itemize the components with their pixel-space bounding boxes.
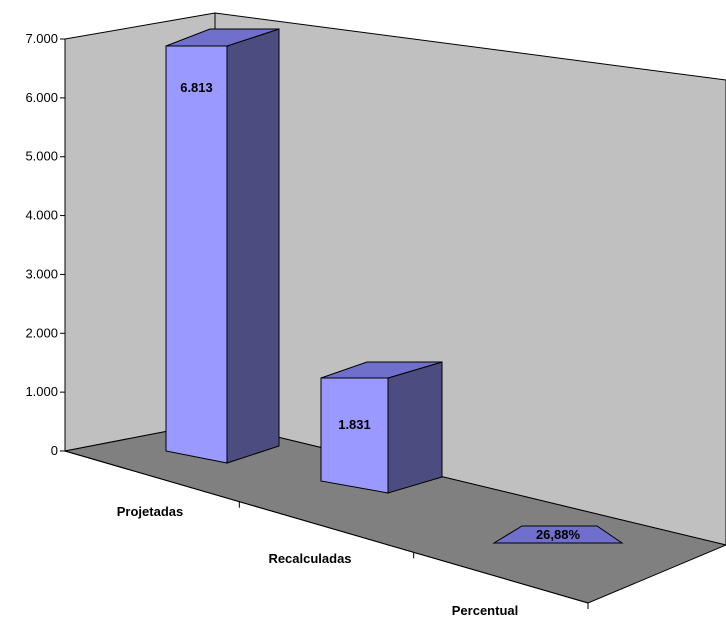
data-label: 6.813 — [180, 80, 213, 95]
y-tick-label: 0 — [51, 443, 58, 458]
y-tick-label: 7.000 — [25, 31, 58, 46]
bar-front — [165, 45, 228, 464]
x-axis-line — [64, 450, 589, 604]
y-tick-label: 1.000 — [25, 384, 58, 399]
bar-top — [320, 361, 443, 379]
x-axis — [64, 450, 589, 609]
bars: 6.813 1.831 26,88% — [165, 28, 624, 544]
category-label: Projetadas — [117, 504, 183, 519]
bar-percentual: 26,88% — [492, 525, 624, 544]
data-label: 26,88% — [536, 527, 581, 542]
y-tick-label: 5.000 — [25, 149, 58, 164]
bar-side — [387, 361, 443, 494]
category-label: Recalculadas — [268, 551, 351, 566]
category-label: Percentual — [452, 603, 518, 618]
y-tick-label: 4.000 — [25, 208, 58, 223]
y-tick-label: 2.000 — [25, 325, 58, 340]
category-labels: Projetadas Recalculadas Percentual — [117, 504, 518, 618]
bar-top — [165, 28, 280, 47]
data-label: 1.831 — [338, 417, 371, 432]
bar-top — [492, 525, 624, 544]
y-tick-label: 3.000 — [25, 266, 58, 281]
y-tick-label: 6.000 — [25, 90, 58, 105]
y-axis: 0 1.000 2.000 3.000 4.000 5.000 6.000 7.000 — [25, 31, 66, 458]
bar-projetadas: 6.813 — [165, 28, 280, 464]
bar-recalculadas: 1.831 — [320, 361, 443, 494]
bar-side — [226, 28, 280, 464]
bar-front — [320, 377, 389, 494]
